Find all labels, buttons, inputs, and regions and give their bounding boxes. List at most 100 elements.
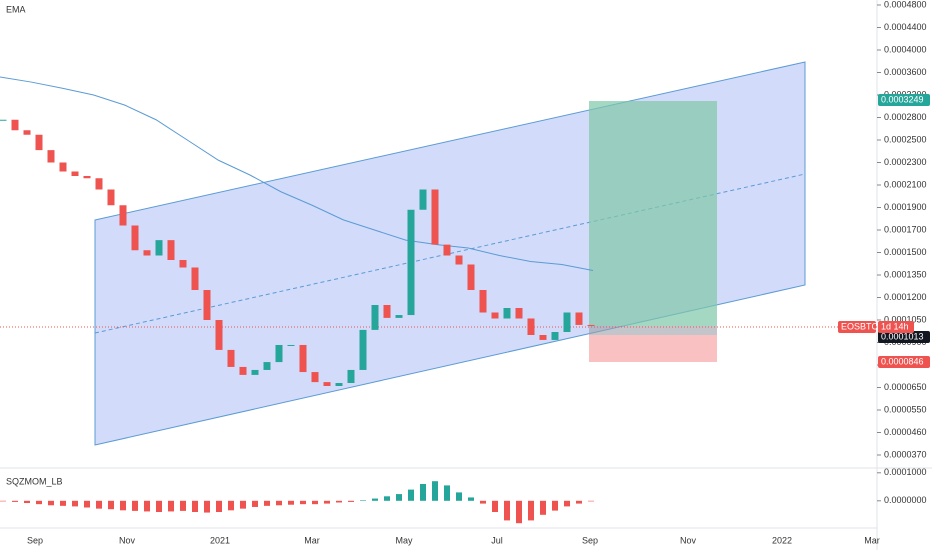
- candle: [251, 369, 259, 375]
- candle: [275, 344, 283, 363]
- momentum-bar: [36, 500, 42, 505]
- momentum-bar: [84, 500, 90, 508]
- momentum-bar: [372, 498, 378, 501]
- time-label: Sep: [582, 535, 598, 545]
- candle: [179, 260, 187, 268]
- candle: [47, 150, 55, 163]
- momentum-bar: [228, 500, 234, 511]
- momentum-bar: [264, 500, 270, 506]
- momentum-bar: [252, 500, 258, 507]
- momentum-bar: [60, 500, 66, 506]
- candle: [467, 264, 475, 290]
- countdown-bg: [878, 321, 914, 333]
- target-price-bg: [878, 94, 930, 106]
- momentum-bar: [480, 500, 486, 504]
- price-tick-label: 0.0004000: [884, 44, 927, 54]
- candle: [347, 369, 355, 383]
- candle: [71, 171, 79, 176]
- momentum-bar: [528, 500, 534, 521]
- time-label: May: [395, 535, 413, 545]
- long-target-zone[interactable]: [589, 101, 717, 326]
- momentum-bar: [336, 500, 342, 503]
- candle: [155, 240, 163, 256]
- osc-tick-label: 0.0000000: [884, 495, 927, 505]
- momentum-bar: [360, 500, 366, 501]
- long-entry-zone: [589, 326, 717, 335]
- momentum-bar: [132, 500, 138, 511]
- momentum-bar: [192, 500, 198, 512]
- momentum-bar: [96, 500, 102, 509]
- price-tick-label: 0.0002100: [884, 179, 927, 189]
- candle: [563, 312, 571, 332]
- candle: [203, 290, 211, 320]
- time-label: Sep: [27, 535, 43, 545]
- candle: [515, 308, 523, 319]
- long-stop-zone[interactable]: [589, 335, 717, 362]
- momentum-bar: [576, 500, 582, 504]
- candle: [455, 255, 463, 265]
- price-tick-label: 0.0003600: [884, 67, 927, 77]
- candle: [491, 312, 499, 319]
- candle: [323, 382, 331, 386]
- ema-label[interactable]: EMA: [6, 4, 26, 14]
- candle: [431, 189, 439, 245]
- candle: [287, 344, 295, 346]
- candle: [131, 225, 139, 251]
- current-price: 0.0001013: [881, 331, 924, 341]
- candle: [311, 372, 319, 383]
- time-label: 2021: [210, 535, 230, 545]
- momentum-bar: [168, 500, 174, 512]
- candle: [95, 178, 103, 190]
- sqzmom-label[interactable]: SQZMOM_LB: [6, 476, 63, 486]
- momentum-bar: [144, 500, 150, 512]
- target-price: 0.0003249: [881, 94, 924, 104]
- price-tick-label: 0.0002300: [884, 157, 927, 167]
- momentum-bar: [516, 500, 522, 524]
- momentum-bar: [216, 500, 222, 512]
- osc-tick-label: 0.0001000: [884, 467, 927, 477]
- momentum-bar: [396, 494, 402, 501]
- candle: [35, 134, 43, 151]
- candle: [335, 383, 343, 386]
- momentum-bar: [156, 500, 162, 512]
- momentum-bar: [204, 500, 210, 513]
- momentum-bar: [540, 500, 546, 515]
- price-tick-label: 0.0000550: [884, 404, 927, 414]
- stop-price: 0.0000846: [881, 356, 924, 366]
- price-tick-label: 0.0001350: [884, 269, 927, 279]
- candle: [503, 308, 511, 319]
- candle: [83, 176, 91, 179]
- time-label: Nov: [680, 535, 697, 545]
- candle: [419, 189, 427, 210]
- momentum-bar: [120, 500, 126, 511]
- channel-midline: [94, 173, 806, 334]
- price-tick-label: 0.0002500: [884, 134, 927, 144]
- price-tick-label: 0.0004800: [884, 0, 927, 9]
- candle: [263, 362, 271, 370]
- momentum-bar: [276, 500, 282, 506]
- momentum-bar: [384, 496, 390, 501]
- candle: [143, 250, 151, 256]
- momentum-bar: [108, 500, 114, 510]
- momentum-bar: [420, 484, 426, 501]
- candle: [191, 267, 199, 290]
- momentum-bar: [24, 500, 30, 504]
- candle: [551, 332, 559, 340]
- candle: [443, 244, 451, 256]
- candle: [59, 162, 67, 172]
- candle: [527, 318, 535, 335]
- momentum-bar: [12, 500, 18, 502]
- momentum-bar: [288, 500, 294, 505]
- candle: [359, 329, 367, 370]
- stop-price-bg: [878, 356, 930, 368]
- time-label: Mar: [864, 535, 880, 545]
- momentum-bar: [564, 500, 570, 507]
- momentum-bar: [180, 500, 186, 511]
- candle: [23, 130, 31, 135]
- momentum-bar: [300, 500, 306, 505]
- momentum-bar: [588, 500, 594, 502]
- price-tick-label: 0.0000460: [884, 427, 927, 437]
- price-tick-label: 0.0000370: [884, 449, 927, 459]
- candle: [407, 209, 415, 316]
